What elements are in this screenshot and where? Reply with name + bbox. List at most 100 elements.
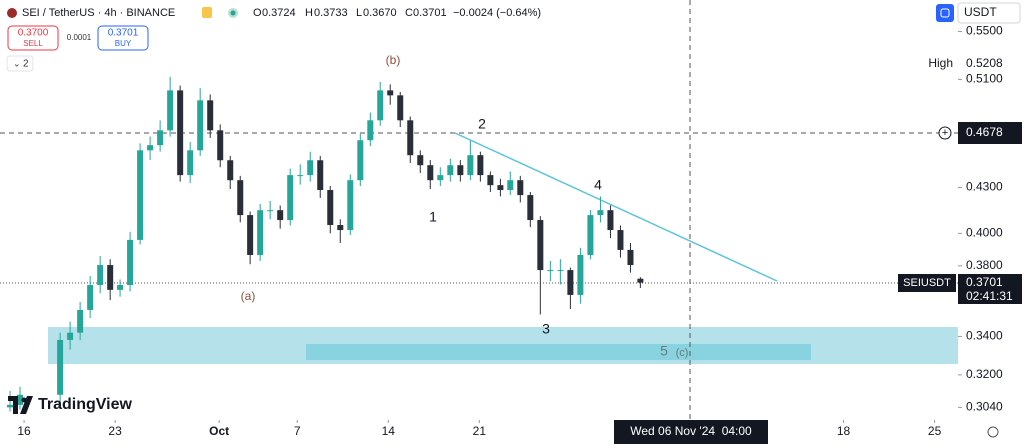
wave-label: (b) [386,53,401,67]
candle-body [157,130,164,146]
candle-body [617,230,624,250]
brand-logo [8,396,33,414]
candle-body [277,210,284,221]
candle-body [367,120,374,141]
x-tick-label: 21 [473,424,487,438]
wave-label: (a) [241,289,256,303]
settings-icon [940,8,950,18]
c-label: C [405,7,413,19]
candle-body [57,339,64,395]
indicator-toggle[interactable] [6,55,34,72]
candle-body [387,90,394,96]
candle-body [377,90,384,121]
candle-body [487,175,494,186]
y-tick-label: 0.3800 [966,258,1003,272]
add-button[interactable] [938,126,952,140]
candle-body [567,270,574,295]
y-tick-label: 0.3040 [966,400,1003,414]
buy-label: BUY [115,39,132,48]
h-value: 0.3733 [314,7,348,19]
indicator-arrow: ⌄ [13,58,21,68]
add-icon: + [942,127,948,139]
symbol-icon [7,8,17,18]
candle-body [627,249,634,266]
wave-label: (c) [676,347,689,359]
status-dot [230,10,236,16]
crosshair-price: 0.4678 [966,125,1003,139]
candle-body [357,140,364,181]
candle-body [297,175,304,177]
sell-label: SELL [23,39,43,48]
crosshair-date-box [614,420,768,444]
flag-icon [202,7,212,18]
candle-body [317,160,324,191]
candle-body [137,150,144,240]
candle-body [507,180,514,191]
sell-price: 0.3700 [18,28,49,39]
candle-body [217,130,224,161]
settings-button[interactable] [936,4,954,22]
candle-body [477,155,484,176]
candle-body [227,160,234,181]
last-price: 0.3701 [966,275,1003,289]
candle-body [427,165,434,181]
candle-body [7,404,14,408]
spread: 0.0001 [67,33,92,42]
candle-body [457,165,464,176]
candle-body [597,210,604,216]
candle-body [247,215,254,255]
sell-button[interactable] [7,25,59,51]
candle-body [187,150,194,176]
candle-body [287,175,294,221]
candle-body [327,190,334,226]
candle-body [607,210,614,231]
last-price-box [958,274,1022,304]
settings-gear[interactable] [987,426,999,438]
x-tick-label: 25 [928,424,942,438]
symbol-tag: SEIUSDT [903,277,951,289]
candle-body [17,394,24,405]
wave-label: 1 [429,209,437,225]
candle-body [127,239,134,286]
candle-body [257,210,264,255]
o-label: O [253,7,262,19]
candle-body [77,309,84,333]
candle-body [147,145,154,151]
y-tick-label: 0.3400 [966,329,1003,343]
y-tick-label: 0.5500 [966,24,1003,38]
candle-body [537,220,544,271]
y-tick-label: 0.5100 [966,72,1003,86]
brand-dot [21,397,27,403]
candle-body [207,100,214,131]
x-tick-label: 14 [382,424,396,438]
high-label: High [928,56,953,70]
y-tick-label: 0.4300 [966,180,1003,194]
candle-body [637,278,644,283]
candle-body [197,100,204,151]
candle-body [307,160,314,176]
candle-body [497,185,504,191]
x-tick-label: 23 [108,424,122,438]
candle-body [267,210,274,212]
c-value: 0.3701 [413,7,447,19]
buy-price: 0.3701 [108,28,139,39]
indicator-count: 2 [23,59,29,70]
currency-select[interactable] [957,2,1021,24]
candle-body [577,254,584,295]
wave-label: 4 [594,177,602,193]
candle-body [177,90,184,176]
candle-body [407,120,414,156]
buy-button[interactable] [97,25,149,51]
countdown: 02:41:31 [966,289,1013,303]
trend-line [454,132,778,282]
candle-body [417,155,424,166]
currency: USDT [964,5,997,19]
target-box [306,344,811,360]
candle-body [167,90,174,131]
candle-body [87,285,94,310]
y-tick-label: 0.4000 [966,226,1003,240]
l-value: 0.3670 [363,7,397,19]
candle-body [437,175,444,181]
